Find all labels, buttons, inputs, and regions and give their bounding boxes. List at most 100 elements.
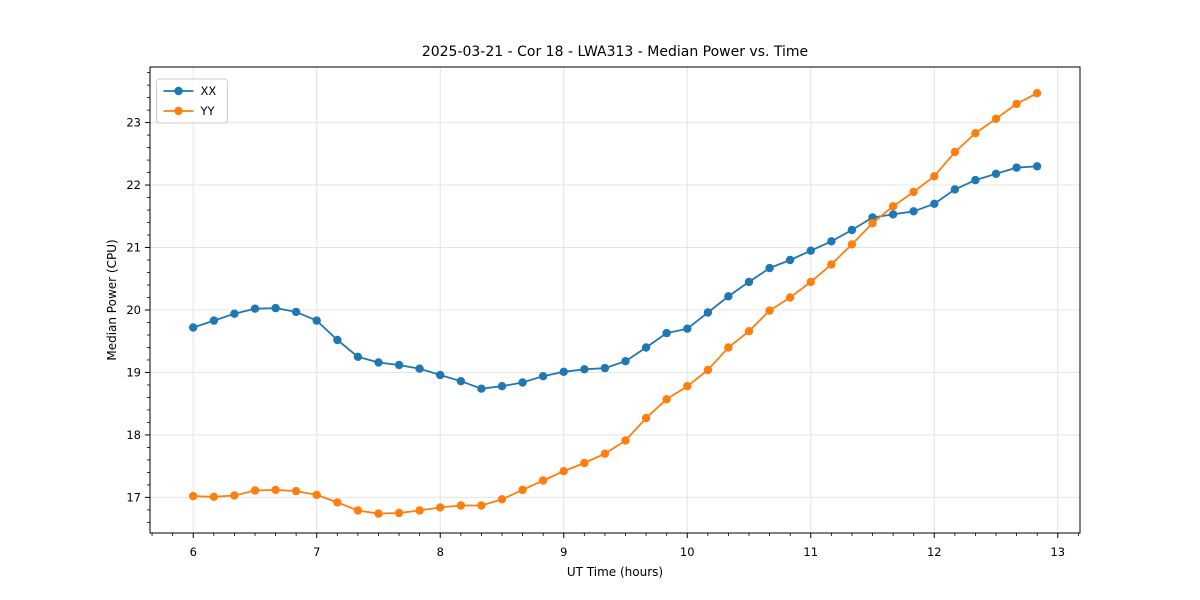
data-point [353, 352, 363, 361]
data-point [847, 225, 857, 235]
data-point [847, 240, 857, 249]
data-point [641, 343, 651, 352]
data-point [621, 436, 630, 445]
x-tick-label: 6 [190, 545, 197, 559]
data-point [950, 185, 960, 194]
data-point [230, 309, 239, 318]
data-point [518, 378, 527, 387]
data-point [456, 501, 466, 510]
data-point [436, 503, 445, 512]
data-point [744, 277, 754, 287]
x-tick-label: 10 [680, 545, 695, 559]
data-point [374, 358, 383, 367]
data-point [683, 324, 692, 333]
data-point [1032, 89, 1042, 98]
data-point [971, 129, 980, 138]
y-axis: 17 18 19 20 21 22 23 [126, 72, 150, 523]
data-point [930, 172, 939, 181]
data-point [971, 175, 980, 185]
data-point [909, 207, 918, 216]
data-point [477, 501, 486, 510]
legend-item-XX: XX [163, 84, 217, 98]
data-point [250, 304, 260, 313]
data-point [950, 147, 960, 157]
x-tick-label: 7 [313, 545, 320, 559]
data-point [333, 498, 342, 507]
legend: XX YY [156, 78, 228, 124]
data-point [765, 263, 774, 273]
data-point [250, 486, 260, 495]
chart-title: 2025-03-21 - Cor 18 - LWA313 - Median Po… [421, 44, 809, 60]
data-point [909, 187, 918, 197]
data-point [703, 308, 713, 317]
series-line-XX [192, 165, 1038, 390]
data-point [415, 364, 424, 373]
data-point [497, 382, 507, 391]
data-point [538, 372, 548, 381]
data-point [991, 169, 1001, 178]
series-XX [189, 162, 1042, 393]
data-point [189, 323, 198, 332]
data-point [333, 335, 342, 345]
data-point [724, 343, 733, 352]
data-point [209, 492, 219, 501]
y-axis-label: Median Power (CPU) [105, 239, 119, 361]
x-axis-label: UT Time (hours) [566, 565, 664, 579]
y-tick-label: 17 [126, 490, 141, 504]
data-point [600, 449, 610, 458]
axes [149, 66, 1081, 534]
data-point [291, 307, 301, 317]
data-point [683, 382, 692, 391]
series-line-YY [193, 92, 1038, 515]
data-point [312, 490, 321, 500]
series-YY [189, 89, 1042, 518]
x-tick-label: 11 [803, 545, 818, 559]
legend-label: XX [201, 84, 217, 98]
x-tick-label: 12 [927, 545, 942, 559]
data-point [436, 370, 445, 380]
data-point [518, 485, 527, 495]
data-point [724, 292, 733, 301]
data-point [1012, 163, 1021, 172]
data-point [580, 458, 589, 468]
legend-marker [174, 106, 183, 116]
data-point [394, 360, 404, 370]
data-point [559, 467, 568, 476]
data-point [703, 365, 713, 375]
data-point [621, 357, 630, 366]
data-point [353, 506, 363, 515]
y-tick-label: 20 [126, 303, 141, 317]
data-point [580, 365, 589, 374]
x-tick-label: 8 [437, 545, 444, 559]
data-point [394, 508, 404, 518]
data-point [271, 303, 280, 313]
grid [150, 67, 1080, 533]
data-point [888, 210, 898, 219]
data-point [868, 219, 877, 228]
x-tick-label: 13 [1050, 545, 1065, 559]
data-point [477, 384, 486, 393]
data-point [662, 328, 671, 338]
legend-marker [174, 86, 183, 96]
legend-item-YY: YY [163, 104, 216, 118]
data-point [291, 486, 301, 496]
data-point [991, 114, 1001, 124]
legend-label: YY [200, 104, 216, 118]
data-point [1012, 99, 1021, 109]
x-tick-label: 9 [560, 545, 567, 559]
data-point [785, 255, 795, 265]
x-axis: 6 7 8 9 10 11 12 13 [151, 533, 1079, 559]
data-point [600, 363, 610, 373]
data-point [827, 237, 836, 246]
y-tick-label: 22 [126, 178, 141, 192]
data-point [209, 316, 219, 325]
data-point [456, 377, 466, 386]
data-point [744, 327, 754, 336]
data-point [497, 495, 507, 504]
data-point [538, 476, 548, 485]
data-point [271, 485, 280, 495]
data-point [930, 199, 939, 208]
data-point [662, 395, 671, 404]
data-point [415, 506, 424, 515]
